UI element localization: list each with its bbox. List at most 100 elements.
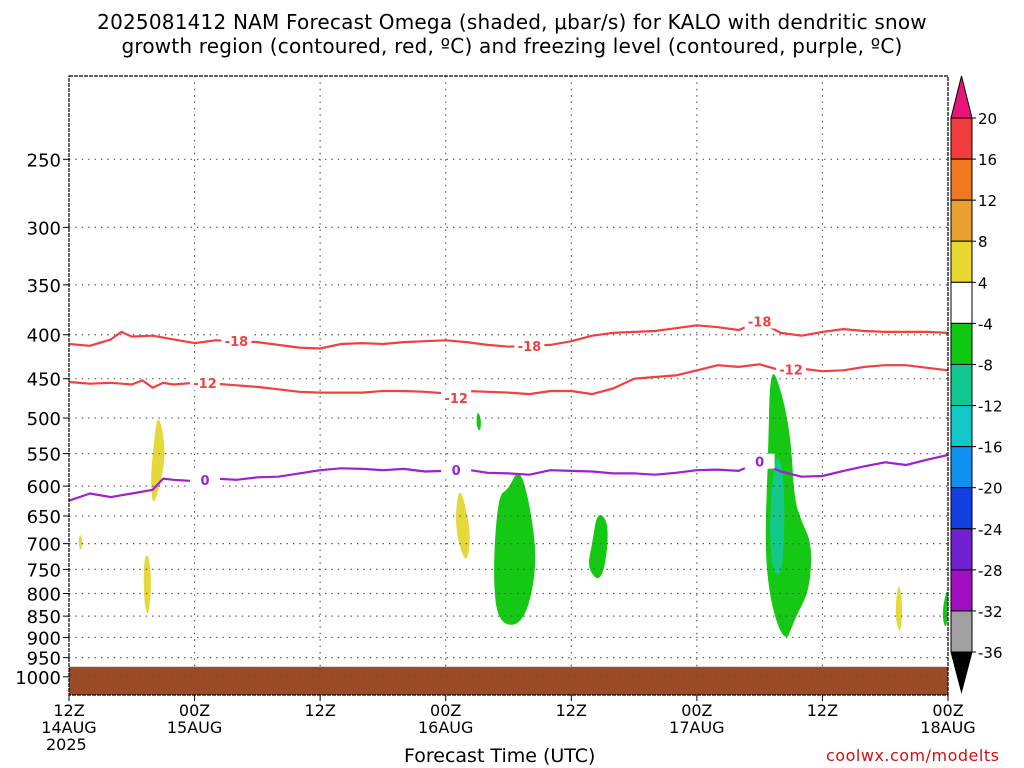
colorbar-swatch [950,199,973,242]
omega-region-6 [588,515,608,579]
contour-label: 0 [755,456,764,471]
colorbar-label: -28 [978,562,1003,580]
colorbar-swatch [950,158,973,201]
y-tick-label: 900 [27,628,61,649]
contour-label-bg [441,462,472,478]
colorbar-label: 4 [978,274,988,292]
y-tick-label: 400 [27,326,61,347]
colorbar-label: -4 [978,315,993,333]
contour-label-bg [190,375,221,391]
y-tick-label: 750 [27,560,61,581]
x-tick-label: 15AUG [167,718,222,737]
contour-label: 0 [452,464,461,479]
x-tick-label: 12Z [53,701,84,720]
omega-region-4 [456,492,470,559]
contour-label-bg [221,333,252,349]
omega-region-8 [770,457,785,575]
omega-region-10 [942,591,948,627]
ground-fill [69,666,948,695]
x-tick-label: 14AUG [41,718,96,737]
colorbar-label: -20 [978,480,1003,498]
chart-title-line-2: growth region (contoured, red, ºC) and f… [121,34,903,58]
y-tick-label: 450 [27,370,61,391]
y-tick-label: 850 [27,607,61,628]
y-tick-label: 1000 [15,668,61,689]
colorbar-swatch [950,405,973,448]
contour-label-bg [744,453,775,469]
contour-label: -18 [225,335,249,350]
contour-label: -18 [518,340,542,355]
colorbar-swatch [950,528,973,571]
y-tick-label: 350 [27,276,61,297]
y-tick-label: 550 [27,445,61,466]
y-tick-label: 650 [27,507,61,528]
contour-label: -12 [193,377,217,392]
y-tick-label: 600 [27,477,61,498]
omega-region-3 [476,413,481,431]
x-tick-label: 00Z [179,701,210,720]
x-tick-label: 00Z [430,701,461,720]
colorbar-label: -8 [978,356,993,374]
x-axis-label: Forecast Time (UTC) [404,745,596,767]
colorbar-swatch [950,322,973,365]
chart-title-line-1: 2025081412 NAM Forecast Omega (shaded, μ… [97,10,927,34]
colorbar-label: -32 [978,603,1003,621]
contour-label: -18 [748,315,772,330]
contour-label: -12 [444,392,468,407]
colorbar-label: -24 [978,521,1003,539]
colorbar-swatch [950,446,973,489]
temperature-contours: -18 -18 -18 -12 -12 -12 0 0 0 [69,313,948,502]
y-tick-label: 300 [27,218,61,239]
contour-label-bg [190,471,221,487]
colorbar-bottom-arrow [950,651,973,694]
contour-label-bg [514,337,545,353]
x-tick-label: 16AUG [418,718,473,737]
x-tick-label: 00Z [681,701,712,720]
colorbar-swatch [950,610,973,653]
plot-border [68,75,949,696]
omega-region-1 [151,419,165,502]
colorbar-label: -16 [978,439,1003,457]
x-tick-label: 18AUG [920,718,975,737]
x-tick-label: 17AUG [669,718,724,737]
source-credit: coolwx.com/modelts [826,746,1000,765]
colorbar-label: 20 [978,110,997,128]
x-tick-label: 12Z [807,701,838,720]
colorbar-swatch [950,117,973,160]
omega-region-2 [143,555,151,614]
ground-layer [69,666,948,695]
x-tick-label: 00Z [932,701,963,720]
omega-region-9 [895,586,903,631]
colorbar: 20 16 12 8 4 -4 -8 -12 -16 -20 -24 -28 -32 -36 [950,75,1003,694]
colorbar-label: 8 [978,233,988,251]
colorbar-swatch [950,569,973,612]
omega-region-0 [78,534,83,550]
y-tick-label: 800 [27,584,61,605]
pressure-axis: 2503003504004505005506006507007508008509… [15,150,69,689]
colorbar-swatch [950,281,973,324]
y-tick-label: 500 [27,409,61,430]
colorbar-label: -12 [978,398,1003,416]
colorbar-swatch [950,487,973,530]
contour-label-bg [744,313,775,329]
plot-frame [68,75,949,696]
colorbar-swatch [950,240,973,283]
contour-label: -12 [779,363,803,378]
contour--18 [69,320,948,350]
y-tick-label: 950 [27,649,61,670]
contour-label-bg [441,390,472,406]
omega-region-5 [494,473,536,625]
contour-label-bg [776,361,807,377]
x-tick-label: 12Z [556,701,587,720]
omega-shading [78,374,948,637]
colorbar-label: 12 [978,192,997,210]
colorbar-top-arrow [950,75,973,119]
y-tick-label: 250 [27,150,61,171]
colorbar-label: 16 [978,151,997,169]
colorbar-swatch [950,363,973,407]
contour-label: 0 [201,474,210,489]
colorbar-label: -36 [978,644,1003,662]
x-tick-label: 2025 [46,735,87,754]
